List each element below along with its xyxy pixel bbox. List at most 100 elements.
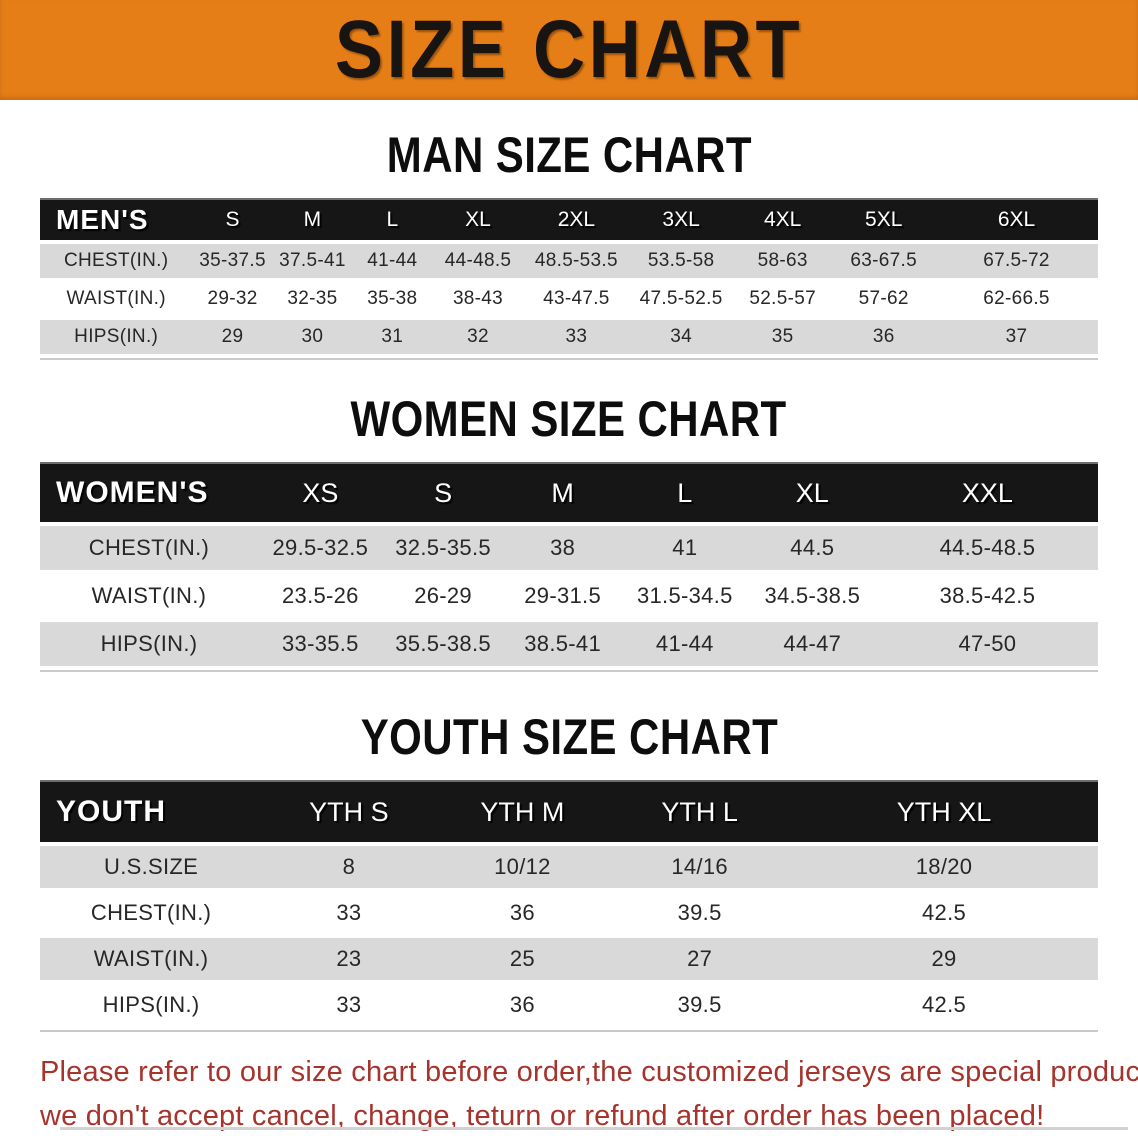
size-column-header: XS [257,462,383,522]
size-column-header: YTH XL [790,780,1098,842]
women-section: WOMEN SIZE CHART WOMEN'S XS S M L XL XXL CHEST(… [0,394,1138,672]
size-value-cell: 57-62 [832,282,936,316]
banner: SIZE CHART [0,0,1138,100]
table-row: CHEST(IN.) 33 36 39.5 42.5 [40,892,1098,934]
size-value-cell: 44.5 [747,526,877,570]
table-group-label: YOUTH [40,780,263,842]
size-column-header: S [382,462,504,522]
size-value-cell: 38.5-42.5 [876,574,1098,618]
size-value-cell: 34.5-38.5 [747,574,877,618]
size-column-header: XL [747,462,877,522]
size-value-cell: 52.5-57 [732,282,833,316]
size-value-cell: 47.5-52.5 [629,282,733,316]
table-row: HIPS(IN.) 33 36 39.5 42.5 [40,984,1098,1026]
size-value-cell: 32 [432,320,524,354]
women-size-table: WOMEN'S XS S M L XL XXL CHEST(IN.) 29.5-32.5 32.5… [40,458,1098,670]
measurement-row-label: WAIST(IN.) [40,282,193,316]
size-column-header: L [621,462,748,522]
youth-section-title: YOUTH SIZE CHART [360,709,778,765]
size-value-cell: 32-35 [272,282,353,316]
men-section-title: MAN SIZE CHART [386,127,752,183]
measurement-row-label: WAIST(IN.) [40,938,263,980]
table-header-row: YOUTH YTH S YTH M YTH L YTH XL [40,780,1098,842]
size-value-cell: 29 [192,320,273,354]
size-value-cell: 8 [262,846,436,888]
size-value-cell: 41-44 [352,244,433,278]
size-column-header: XL [432,198,524,240]
size-value-cell: 36 [832,320,936,354]
size-value-cell: 32.5-35.5 [382,526,504,570]
size-value-cell: 30 [272,320,353,354]
size-value-cell: 31.5-34.5 [621,574,748,618]
disclaimer-line-1: Please refer to our size chart before or… [40,1056,1138,1088]
size-value-cell: 53.5-58 [629,244,733,278]
size-value-cell: 33-35.5 [257,622,383,666]
table-row: HIPS(IN.) 33-35.5 35.5-38.5 38.5-41 41-44 44-… [40,622,1098,666]
size-value-cell: 23.5-26 [257,574,383,618]
size-column-header: L [352,198,433,240]
size-value-cell: 44-47 [747,622,877,666]
table-row: WAIST(IN.) 29-32 32-35 35-38 38-43 43-47.5 47.… [40,282,1098,316]
table-row: WAIST(IN.) 23 25 27 29 [40,938,1098,980]
size-value-cell: 48.5-53.5 [523,244,630,278]
size-value-cell: 35-38 [352,282,433,316]
size-value-cell: 39.5 [609,984,791,1026]
measurement-row-label: CHEST(IN.) [40,892,263,934]
size-value-cell: 29-31.5 [503,574,622,618]
men-size-table: MEN'S S M L XL 2XL 3XL 4XL 5XL 6XL CHEST(IN.) 35-37… [40,194,1098,358]
size-value-cell: 34 [629,320,733,354]
measurement-row-label: CHEST(IN.) [40,244,193,278]
size-value-cell: 33 [262,892,436,934]
size-column-header: YTH M [435,780,610,842]
youth-size-table: YOUTH YTH S YTH M YTH L YTH XL U.S.SIZE 8 10/12… [40,776,1098,1030]
size-value-cell: 35.5-38.5 [382,622,504,666]
disclaimer-line-2: we don't accept cancel, change, teturn o… [40,1100,1045,1132]
table-row: CHEST(IN.) 29.5-32.5 32.5-35.5 38 41 44.5 44.5… [40,526,1098,570]
size-value-cell: 44.5-48.5 [876,526,1098,570]
size-value-cell: 18/20 [790,846,1098,888]
table-header-row: MEN'S S M L XL 2XL 3XL 4XL 5XL 6XL [40,198,1098,240]
measurement-row-label: HIPS(IN.) [40,984,263,1026]
size-value-cell: 35-37.5 [192,244,273,278]
youth-section: YOUTH SIZE CHART YOUTH YTH S YTH M YTH L YTH… [0,712,1138,1032]
disclaimer: Please refer to our size chart before or… [40,1050,1138,1138]
size-value-cell: 33 [523,320,630,354]
men-section: MAN SIZE CHART MEN'S S M L XL 2XL 3XL 4XL 5XL 6XL… [0,130,1138,360]
size-column-header: 2XL [523,198,630,240]
measurement-row-label: HIPS(IN.) [40,622,258,666]
size-value-cell: 41-44 [621,622,748,666]
size-value-cell: 67.5-72 [935,244,1098,278]
men-table-underline [40,358,1098,360]
table-group-label: WOMEN'S [40,462,258,522]
size-value-cell: 62-66.5 [935,282,1098,316]
size-value-cell: 43-47.5 [523,282,630,316]
size-value-cell: 35 [732,320,833,354]
measurement-row-label: HIPS(IN.) [40,320,193,354]
size-value-cell: 27 [609,938,791,980]
size-value-cell: 41 [621,526,748,570]
size-column-header: YTH L [609,780,791,842]
size-column-header: YTH S [262,780,436,842]
size-column-header: S [192,198,273,240]
size-value-cell: 10/12 [435,846,610,888]
size-value-cell: 38.5-41 [503,622,622,666]
size-column-header: 5XL [832,198,936,240]
size-column-header: 3XL [629,198,733,240]
size-value-cell: 39.5 [609,892,791,934]
size-value-cell: 38 [503,526,622,570]
measurement-row-label: U.S.SIZE [40,846,263,888]
bottom-divider [60,1127,1128,1130]
size-value-cell: 44-48.5 [432,244,524,278]
size-value-cell: 42.5 [790,892,1098,934]
size-value-cell: 63-67.5 [832,244,936,278]
size-value-cell: 36 [435,984,610,1026]
size-column-header: 4XL [732,198,833,240]
size-value-cell: 38-43 [432,282,524,316]
table-row: HIPS(IN.) 29 30 31 32 33 34 35 36 37 [40,320,1098,354]
table-group-label: MEN'S [40,198,193,240]
measurement-row-label: CHEST(IN.) [40,526,258,570]
size-column-header: 6XL [935,198,1098,240]
women-section-title: WOMEN SIZE CHART [350,391,788,447]
size-value-cell: 33 [262,984,436,1026]
